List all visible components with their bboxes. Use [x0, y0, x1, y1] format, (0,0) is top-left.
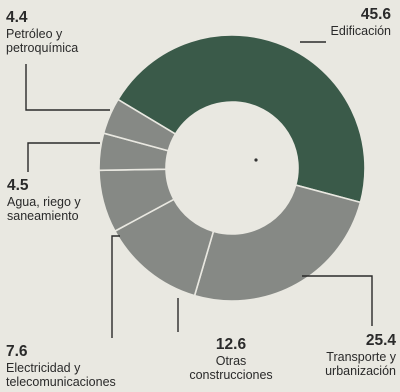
name-transporte: Transporte y urbanización — [325, 349, 396, 378]
leader-line-agua — [27, 142, 100, 172]
leader-line-petroleo — [25, 64, 110, 111]
name-petroleo: Petróleo y petroquímica — [6, 26, 79, 55]
value-agua: 4.5 — [7, 177, 29, 194]
value-petroleo: 4.4 — [6, 9, 28, 26]
center-dot — [254, 158, 258, 162]
name-otras: Otras construcciones — [189, 353, 273, 382]
label-petroleo: 4.4 Petróleo y petroquímica — [6, 9, 78, 55]
label-otras: 12.6 Otras construcciones — [186, 336, 276, 382]
name-electricidad: Electricidad y telecomunicaciones — [6, 360, 116, 389]
slice-petroleo — [102, 98, 177, 152]
value-otras: 12.6 — [215, 336, 247, 353]
name-agua: Agua, riego y saneamiento — [7, 194, 81, 223]
label-edificacion: 45.6 Edificación — [331, 6, 391, 38]
label-transporte: 25.4 Transporte y urbanización — [325, 332, 396, 378]
value-transporte: 25.4 — [365, 332, 396, 349]
name-edificacion: Edificación — [330, 23, 391, 38]
slice-edificacion — [116, 34, 366, 204]
label-agua: 4.5 Agua, riego y saneamiento — [7, 177, 81, 223]
label-electricidad: 7.6 Electricidad y telecomunicaciones — [6, 343, 116, 389]
leader-line-transporte — [302, 275, 373, 326]
value-edificacion: 45.6 — [360, 6, 391, 23]
value-electricidad: 7.6 — [6, 343, 28, 360]
leader-line-electricidad — [111, 235, 120, 338]
slice-transporte — [193, 184, 362, 302]
